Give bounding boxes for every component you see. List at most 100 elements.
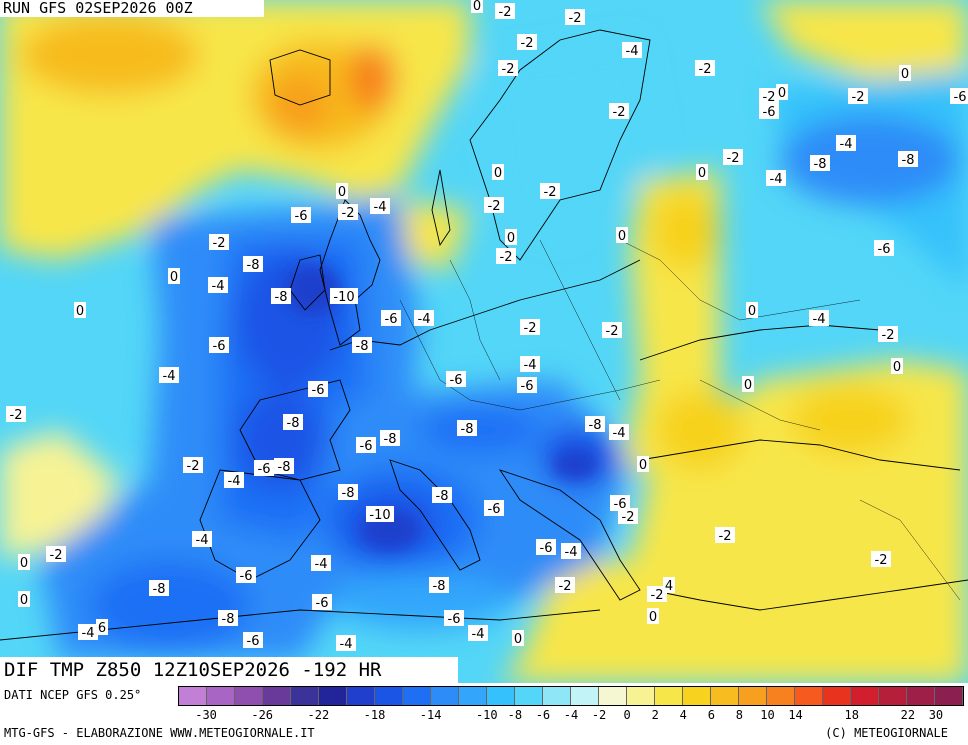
contour-label-text: -8 [153, 582, 166, 597]
contour-label-bg [338, 204, 358, 220]
scale-cell [739, 687, 767, 705]
credits-right: (C) METEOGIORNALE [825, 726, 948, 740]
scale-cell [347, 687, 375, 705]
contour-label: -6 [254, 460, 274, 477]
contour-label-text: -10 [369, 508, 390, 523]
contour-label: -2 [647, 586, 667, 603]
contour-label: -8 [352, 337, 372, 354]
contour-label: -6 [236, 567, 256, 584]
contour-label-text: -6 [247, 634, 260, 649]
contour-label-text: -8 [433, 579, 446, 594]
scale-cell [319, 687, 347, 705]
contour-label-bg [520, 319, 540, 335]
contour-label-bg [759, 88, 779, 104]
contour-label-text: -6 [450, 373, 463, 388]
contour-label: -2 [715, 527, 735, 544]
contour-label: -8 [338, 484, 358, 501]
contour-label-bg [78, 624, 98, 640]
contour-label-bg [663, 577, 675, 593]
contour-label: -6 [308, 381, 328, 398]
contour-label-text: -6 [540, 541, 553, 556]
contour-label-text: -4 [472, 627, 485, 642]
scale-tick-label: -14 [419, 708, 442, 722]
contour-label-bg [208, 277, 228, 293]
contour-label-text: 0 [76, 304, 84, 319]
scale-tick-label: 0 [623, 708, 631, 722]
contour-label-text: 0 [639, 458, 647, 473]
contour-label-text: -4 [228, 474, 241, 489]
contour-label-text: -2 [521, 36, 534, 51]
contour-label: -4 [766, 170, 786, 187]
contour-label-bg [622, 42, 642, 58]
contour-label: -6 [446, 371, 466, 388]
contour-label-text: -8 [589, 418, 602, 433]
contour-label-text: -2 [524, 321, 537, 336]
contour-label-bg [471, 0, 483, 13]
contour-label-text: -8 [436, 489, 449, 504]
contour-label-bg [6, 406, 26, 422]
contour-label-text: -4 [524, 358, 537, 373]
contour-label-text: -2 [50, 548, 63, 563]
scale-tick-label: 18 [844, 708, 859, 722]
contour-label-bg [149, 580, 169, 596]
scale-tick-label: 6 [707, 708, 715, 722]
contour-label-bg [352, 337, 372, 353]
scale-tick-label: 30 [928, 708, 944, 722]
scale-cell [571, 687, 599, 705]
contour-label: 0 [505, 229, 517, 246]
contour-label: -2 [609, 103, 629, 120]
contour-label-text: 0 [698, 166, 706, 181]
scale-tick-label: 10 [760, 708, 775, 722]
contour-label: -4 [311, 555, 331, 572]
contour-label-text: -4 [840, 137, 853, 152]
contour-label: -2 [183, 457, 203, 474]
contour-label-bg [414, 310, 434, 326]
contour-label-text: -8 [461, 422, 474, 437]
contour-labels: -20-2-2-4-2 -2 0-2 0 -2 -6-6-2-4-2 -8 -80 0 -40 -2… [6, 0, 968, 652]
contour-label-text: -4 [813, 312, 826, 327]
contour-label: -8 [457, 420, 477, 437]
contour-label-bg [517, 34, 537, 50]
contour-label-bg [484, 197, 504, 213]
contour-label: 0 [18, 591, 30, 608]
contour-label: -2 [484, 197, 504, 214]
contour-label: -2 [618, 508, 638, 525]
contour-label-text: -2 [852, 90, 865, 105]
contour-label: -4 [520, 356, 540, 373]
contour-label-text: -2 [500, 250, 513, 265]
contour-label-bg [742, 376, 754, 392]
contour-label-bg [468, 625, 488, 641]
contour-label-bg [236, 567, 256, 583]
contour-label-bg [370, 198, 390, 214]
contour-label-text: -2 [10, 408, 23, 423]
contour-label-bg [878, 326, 898, 342]
contour-label-bg [616, 227, 628, 243]
scale-tick-label: -10 [475, 708, 498, 722]
contour-label-text: -6 [240, 569, 253, 584]
scale-tick-label: 2 [651, 708, 659, 722]
contour-label-bg [356, 437, 376, 453]
contour-label-bg [836, 135, 856, 151]
scale-cell [207, 687, 235, 705]
contour-label-text: 0 [338, 185, 346, 200]
contour-label-bg [168, 268, 180, 284]
contour-label-text: -8 [247, 258, 260, 273]
scale-cell [851, 687, 879, 705]
contour-label-text: -6 [316, 596, 329, 611]
data-source: DATI NCEP GFS 0.25° [4, 688, 142, 702]
contour-label: 0 [336, 183, 348, 200]
contour-label: 0 [776, 84, 788, 101]
contour-label: -6 [874, 240, 894, 257]
contour-label: -4 [208, 277, 228, 294]
contour-label-text: -2 [699, 62, 712, 77]
contour-label: -2 [723, 149, 743, 166]
contour-label-text: 0 [778, 86, 786, 101]
contour-label-bg [183, 457, 203, 473]
contour-label-bg [311, 555, 331, 571]
contour-label: -6 [291, 207, 311, 224]
contour-label: -6 [356, 437, 376, 454]
contour-label-text: 0 [473, 0, 481, 14]
contour-label-bg [336, 635, 356, 651]
contour-label-bg [696, 164, 708, 180]
contour-label: -8 [810, 155, 830, 172]
